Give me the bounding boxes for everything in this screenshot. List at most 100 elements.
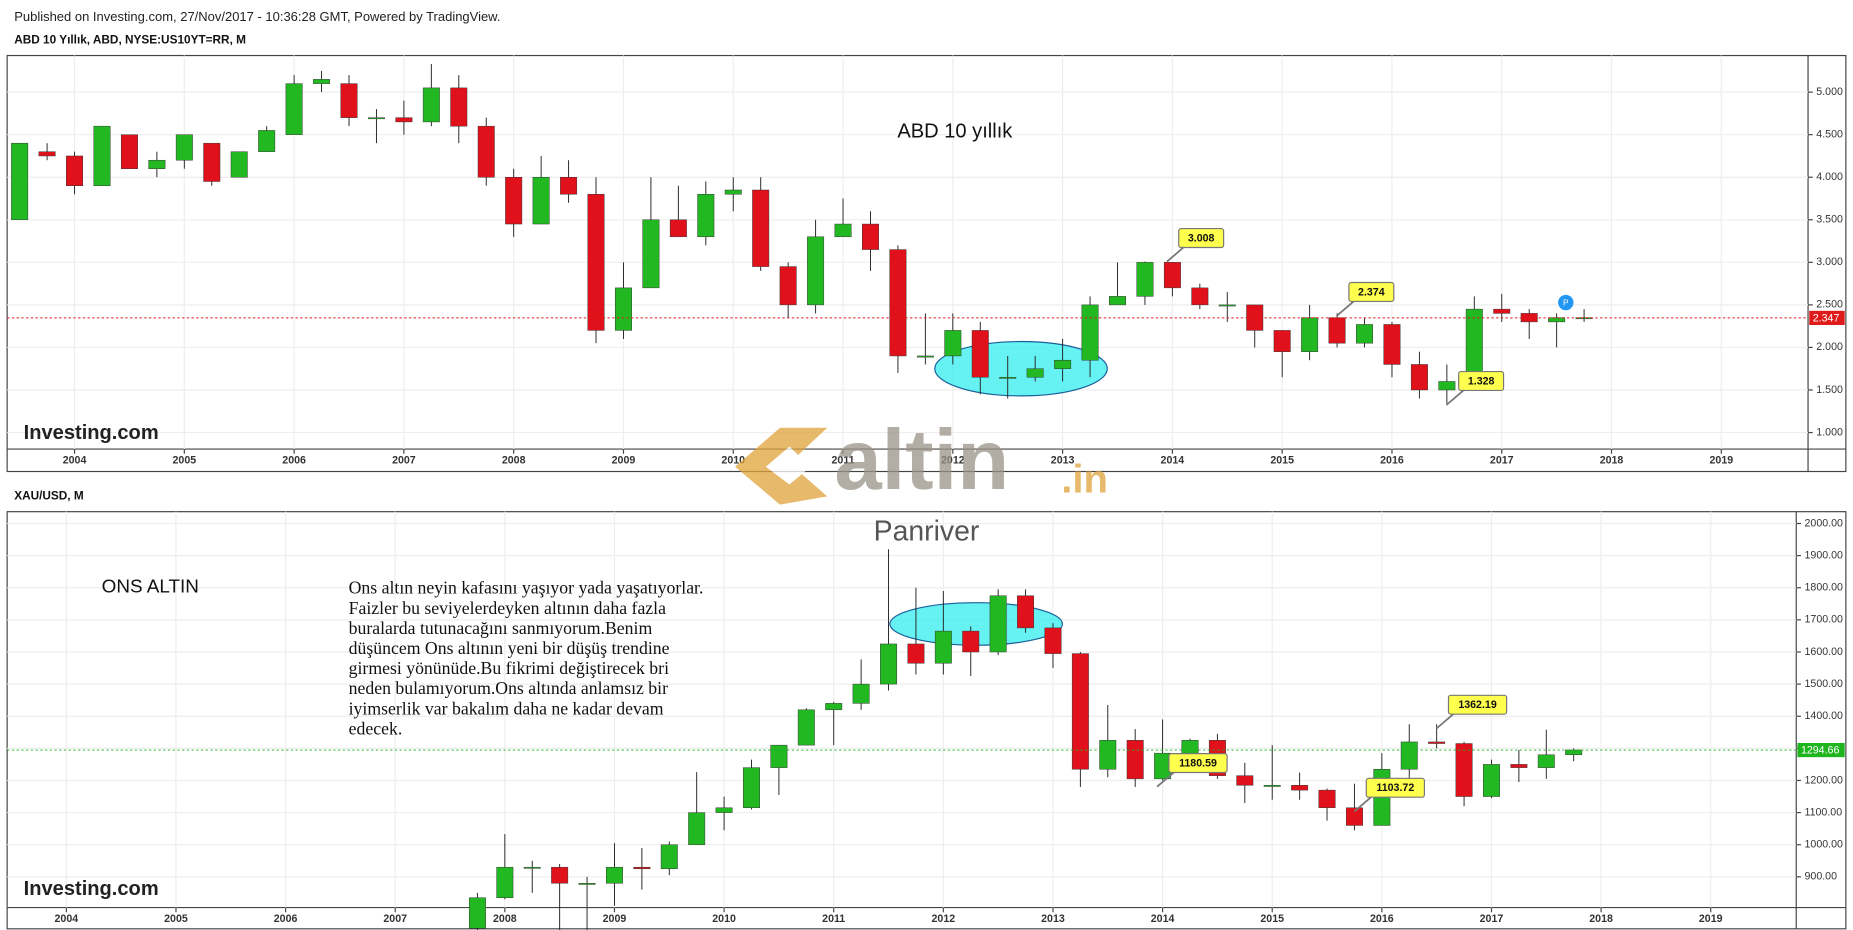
callout-box xyxy=(1458,370,1505,392)
candle-body xyxy=(999,376,1017,379)
candle-body xyxy=(1318,789,1336,809)
callout-pointer xyxy=(1166,246,1185,263)
callout-label: 1103.72 xyxy=(1376,782,1414,794)
y-tick-label: 1000.00 xyxy=(1805,839,1843,851)
candle-body xyxy=(1493,308,1511,314)
y-tick-label: 900.00 xyxy=(1805,871,1838,883)
candle-body xyxy=(93,125,111,186)
candle-body xyxy=(1328,317,1346,344)
x-tick-label: 2008 xyxy=(493,913,517,925)
x-tick-label: 2012 xyxy=(941,455,965,467)
x-tick-label: 2012 xyxy=(932,913,956,925)
y-tick-label: 2.000 xyxy=(1816,341,1843,353)
candle-body xyxy=(1565,749,1583,756)
x-tick-label: 2016 xyxy=(1380,455,1404,467)
candle-body xyxy=(578,883,596,885)
candle-body xyxy=(880,643,897,685)
price-tag-label: 1294.66 xyxy=(1801,744,1839,756)
candle-body xyxy=(752,189,770,267)
x-tick-label: 2013 xyxy=(1051,455,1075,467)
candle-body xyxy=(532,176,550,225)
author: Panriver xyxy=(874,515,980,547)
candle-body xyxy=(1218,304,1236,307)
panel-frame xyxy=(6,54,1847,473)
candle-body xyxy=(230,151,248,178)
note: Ons altın neyin kafasını yaşıyor yada ya… xyxy=(349,578,704,739)
x-tick-label: 2006 xyxy=(274,913,298,925)
watermark-logo xyxy=(765,446,811,485)
candle-body xyxy=(825,703,843,711)
x-tick-label: 2014 xyxy=(1161,455,1185,467)
candle-body xyxy=(889,249,907,357)
y-tick-label: 1.000 xyxy=(1816,426,1843,438)
header: Published on Investing.com, 27/Nov/2017 … xyxy=(14,9,500,24)
price-tag-label: 2.347 xyxy=(1813,312,1840,324)
candle-body xyxy=(477,125,495,178)
x-tick-label: 2010 xyxy=(712,913,736,925)
y-tick-label: 1200.00 xyxy=(1805,774,1843,786)
callout-label: 2.374 xyxy=(1358,286,1385,298)
callout-pointer xyxy=(1156,771,1175,788)
note-line: Faizler bu seviyelerdeyken altının daha … xyxy=(349,598,666,618)
price-tag xyxy=(1809,310,1845,325)
y-tick-label: 1700.00 xyxy=(1805,614,1843,626)
candle-body xyxy=(1017,595,1035,629)
candle-body xyxy=(1273,330,1291,352)
candle-body xyxy=(1548,317,1566,323)
y-tick-label: 1.500 xyxy=(1816,384,1843,396)
candle-body xyxy=(120,134,138,169)
note-line: düşüncem Ons altının yeni bir düşüş tren… xyxy=(349,638,670,658)
x-tick-label: 2009 xyxy=(603,913,627,925)
candle-body xyxy=(560,176,578,195)
y-tick-label: 3.500 xyxy=(1816,214,1843,226)
note-line: edecek. xyxy=(349,718,403,738)
marker-label: P xyxy=(1563,298,1569,307)
candle-body xyxy=(203,142,221,182)
x-tick-label: 2004 xyxy=(63,455,87,467)
x-tick-label: 2005 xyxy=(173,455,197,467)
candle-body xyxy=(1263,785,1281,787)
note-line: iyimserlik var bakalım daha ne kadar dev… xyxy=(349,698,664,718)
watermark: altin .in xyxy=(735,413,1108,508)
candle-body xyxy=(258,130,276,152)
x-tick-label: 2018 xyxy=(1600,455,1624,467)
candle-body xyxy=(1400,741,1418,770)
x-tick-label: 2005 xyxy=(164,913,188,925)
candle-body xyxy=(367,117,385,120)
candle-body xyxy=(1428,741,1446,744)
note-line: buralarda tutunacağını sanmıyorum.Benim xyxy=(349,618,653,638)
candle-body xyxy=(1510,764,1528,768)
y-tick-label: 1600.00 xyxy=(1805,646,1843,658)
callout-label: 1362.19 xyxy=(1458,699,1496,711)
candle-body xyxy=(285,83,303,135)
callout-box xyxy=(1447,694,1508,715)
candle-body xyxy=(633,866,651,870)
candle-body xyxy=(1026,368,1044,378)
x-tick-label: 2015 xyxy=(1260,913,1284,925)
candle-body xyxy=(66,155,84,186)
callout-box xyxy=(1168,753,1228,774)
candle-body xyxy=(496,866,514,898)
x-tick-label: 2011 xyxy=(832,455,855,467)
y-tick-label: 1400.00 xyxy=(1805,710,1843,722)
candle-body xyxy=(1356,324,1373,344)
candle-body xyxy=(1081,304,1099,361)
x-tick-label: 2018 xyxy=(1589,913,1613,925)
candle-body xyxy=(1483,764,1500,797)
x-tick-label: 2013 xyxy=(1041,913,1065,925)
candle-body xyxy=(1438,381,1456,391)
candle-body xyxy=(1191,287,1209,306)
candle-body xyxy=(962,630,980,653)
candle-body xyxy=(971,330,989,378)
y-tick-label: 1900.00 xyxy=(1805,549,1843,561)
x-tick-label: 2011 xyxy=(822,913,845,925)
candle-body xyxy=(907,643,925,664)
x-tick-label: 2019 xyxy=(1709,455,1733,467)
candle-body xyxy=(11,142,29,221)
candle-body xyxy=(779,266,797,306)
candle-body xyxy=(724,189,742,195)
callout-label: 1180.59 xyxy=(1179,757,1217,769)
candle-body xyxy=(340,83,358,118)
y-tick-label: 3.000 xyxy=(1816,256,1843,268)
candle-body xyxy=(862,223,879,250)
